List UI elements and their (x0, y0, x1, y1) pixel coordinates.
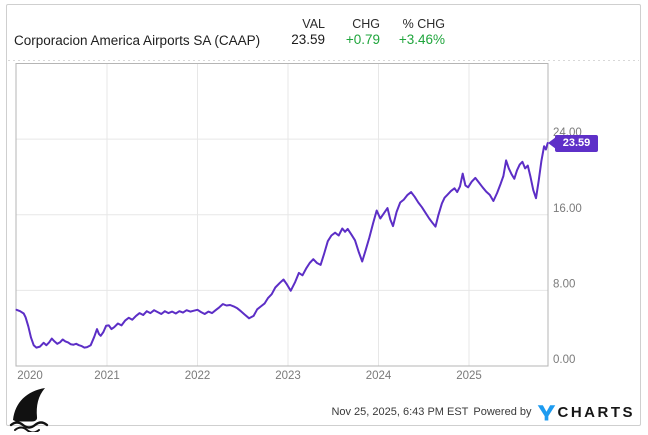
footer: Nov 25, 2025, 6:43 PM EST Powered by CHA… (331, 400, 635, 424)
header-col-val: VAL 23.59 (291, 17, 325, 48)
chg-label: CHG (352, 17, 380, 31)
ycharts-y-icon (537, 404, 555, 421)
x-axis-label: 2022 (185, 370, 211, 382)
powered-by-label: Powered by (473, 406, 532, 418)
x-axis-label: 2020 (17, 370, 43, 382)
badge-arrow-icon (548, 137, 556, 149)
y-axis-label: 8.00 (553, 278, 575, 290)
chg-value: +0.79 (345, 32, 380, 47)
ycharts-logo-text: CHARTS (557, 403, 635, 421)
ycharts-logo: CHARTS (537, 403, 636, 422)
shark-fin-icon (9, 388, 49, 432)
y-axis-label: 0.00 (553, 354, 575, 366)
pct-chg-label: % CHG (402, 17, 445, 31)
security-title: Corporacion America Airports SA (CAAP) (14, 33, 261, 48)
current-price-badge: 23.59 (548, 134, 598, 152)
val-value: 23.59 (291, 32, 325, 47)
x-axis-label: 2023 (275, 370, 301, 382)
x-axis-label: 2025 (456, 370, 482, 382)
plot-border (15, 63, 549, 367)
header-col-pct-chg: % CHG +3.46% (399, 17, 445, 48)
x-axis-label: 2021 (94, 370, 120, 382)
y-axis-label: 16.00 (553, 203, 582, 215)
pct-chg-value: +3.46% (398, 32, 445, 47)
val-label: VAL (302, 17, 325, 31)
badge-price: 23.59 (555, 134, 598, 152)
x-axis-label: 2024 (366, 370, 392, 382)
header-col-chg: CHG +0.79 (346, 17, 380, 48)
timestamp: Nov 25, 2025, 6:43 PM EST (331, 406, 469, 418)
price-line-series (15, 142, 549, 349)
